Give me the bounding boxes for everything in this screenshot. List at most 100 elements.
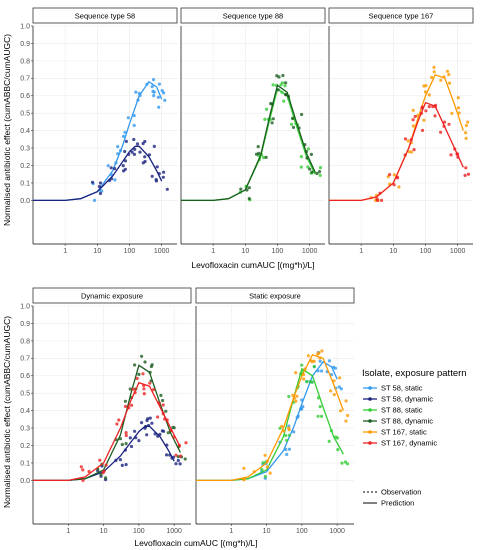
- observation-point: [147, 423, 151, 428]
- observation-point: [142, 392, 146, 396]
- observation-point: [450, 111, 454, 115]
- observation-point: [109, 177, 114, 181]
- observation-point: [165, 443, 169, 447]
- observation-point: [291, 125, 296, 129]
- x-tick-label: 10: [100, 528, 108, 535]
- y-tick-label: 0.9: [20, 321, 30, 328]
- observation-point: [316, 352, 320, 356]
- observation-point: [337, 385, 341, 389]
- observation-point: [305, 156, 309, 160]
- y-tick-label: 0.4: [20, 408, 30, 415]
- observation-point: [118, 149, 123, 153]
- y-tick-label: 0.9: [20, 41, 30, 48]
- facet-strip: [32, 7, 178, 24]
- observation-point: [282, 429, 286, 433]
- observation-point: [327, 439, 331, 443]
- observation-point: [160, 89, 164, 93]
- legend-key-point: [368, 430, 372, 434]
- observation-point: [92, 198, 97, 202]
- x-tick-label: 1000: [329, 528, 345, 535]
- observation-point: [152, 144, 156, 148]
- facet-panel: Sequence type 58 0.0 0.1 0.2 0.3 0.4 0.5 0.6 0.7…: [20, 7, 178, 255]
- prediction-line: [181, 84, 316, 202]
- y-axis-label: Normalised antibiotic effect (cumABBC/cu…: [2, 316, 12, 508]
- observation-point: [150, 421, 154, 425]
- observation-point: [432, 65, 436, 69]
- observation-point: [330, 373, 334, 377]
- observation-point: [145, 82, 149, 86]
- observation-point: [306, 147, 310, 151]
- observation-point: [287, 433, 291, 437]
- observation-point: [157, 172, 161, 176]
- x-tick-label: 1: [359, 248, 363, 255]
- observation-point: [282, 99, 286, 103]
- observation-point: [117, 418, 121, 422]
- observation-point: [310, 170, 314, 174]
- facet-panel: Sequence type 167 1 10 100 1000: [328, 7, 474, 255]
- observation-point: [416, 113, 420, 118]
- observation-point: [114, 161, 118, 165]
- y-tick-label: 0.6: [20, 373, 30, 380]
- facet-panel: Dynamic exposure 0.0 0.1 0.2 0.3 0.4 0.5 0.6 0.7…: [20, 287, 192, 535]
- observation-point: [263, 453, 267, 457]
- observation-point: [150, 85, 154, 89]
- observation-point: [463, 173, 467, 177]
- observation-point: [79, 465, 83, 469]
- y-tick-label: 1.0: [20, 303, 30, 310]
- observation-point: [306, 354, 310, 358]
- observation-point: [265, 465, 269, 469]
- observation-point: [442, 75, 446, 79]
- observation-point: [172, 435, 176, 439]
- observation-point: [133, 363, 137, 367]
- observation-point: [317, 170, 322, 174]
- observation-point: [148, 381, 152, 385]
- observation-point: [338, 376, 342, 380]
- observation-point: [300, 407, 304, 411]
- x-tick-label: 100: [296, 528, 308, 535]
- observation-point: [306, 165, 310, 169]
- observation-point: [464, 166, 468, 170]
- observation-point: [140, 421, 144, 425]
- observation-point: [332, 379, 336, 383]
- observation-point: [332, 393, 336, 397]
- observation-point: [161, 175, 165, 179]
- observation-point: [163, 98, 167, 102]
- observation-point: [265, 459, 269, 463]
- observation-point: [333, 366, 337, 370]
- observation-point: [412, 148, 416, 152]
- observation-point: [268, 471, 272, 475]
- legend: Isolate, exposure pattern ST 58, static ST…: [362, 368, 467, 508]
- observation-point: [420, 106, 424, 110]
- x-tick-label: 1000: [450, 248, 466, 255]
- observation-point: [98, 191, 102, 196]
- observation-point: [124, 442, 128, 446]
- observation-point: [339, 409, 343, 413]
- observation-point: [140, 354, 144, 358]
- observation-point: [169, 428, 173, 432]
- observation-point: [156, 415, 160, 419]
- facet-title: Dynamic exposure: [81, 292, 143, 301]
- y-tick-label: 0.4: [20, 128, 30, 135]
- observation-point: [327, 359, 331, 363]
- observation-point: [242, 477, 246, 481]
- x-tick-label: 1000: [166, 528, 182, 535]
- observation-point: [300, 112, 304, 117]
- observation-point: [162, 91, 166, 95]
- observation-point: [318, 356, 322, 360]
- observation-point: [135, 142, 140, 146]
- x-tick-label: 100: [272, 248, 284, 255]
- observation-point: [287, 447, 291, 451]
- observation-point: [143, 155, 147, 159]
- y-tick-label: 0.3: [20, 145, 30, 152]
- observation-point: [113, 167, 117, 171]
- observation-point: [456, 155, 460, 159]
- observation-point: [132, 137, 136, 142]
- observation-point: [151, 89, 155, 93]
- legend-label: ST 88, static: [381, 406, 423, 415]
- observation-point: [165, 187, 169, 191]
- observation-point: [336, 448, 340, 452]
- observation-point: [123, 399, 127, 403]
- observation-point: [174, 453, 178, 457]
- observation-point: [309, 152, 313, 156]
- observation-point: [148, 416, 152, 420]
